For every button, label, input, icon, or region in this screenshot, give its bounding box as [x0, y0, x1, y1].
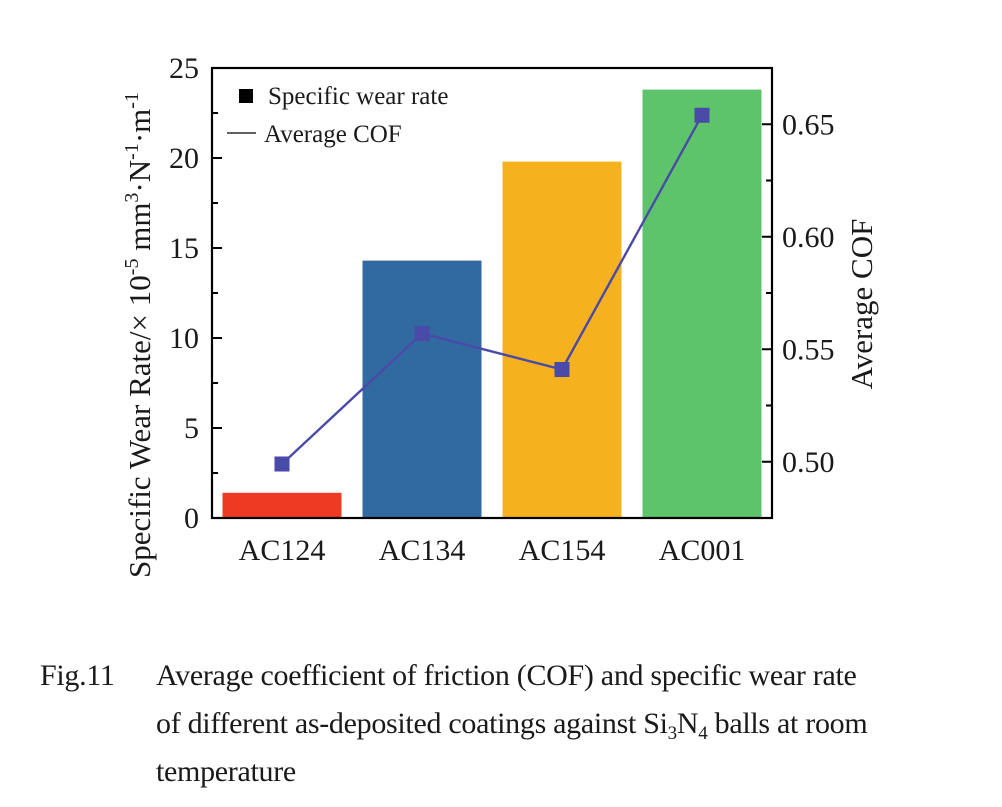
x-tick-label: AC001	[659, 534, 746, 567]
left-axis: 0 5 10 15 20 25	[169, 52, 222, 535]
x-tick-label: AC154	[519, 534, 606, 567]
bars-group	[222, 89, 762, 518]
legend-square-icon	[239, 89, 253, 103]
caption-text: Average coefficient of friction (COF) an…	[156, 652, 1002, 796]
caption-line-3: temperature	[156, 755, 296, 788]
subscript: 3	[667, 723, 678, 744]
legend-label-cof: Average COF	[264, 121, 402, 148]
bar-ac134	[362, 260, 482, 518]
legend: Specific wear rate Average COF	[227, 83, 448, 148]
legend-label-wear-rate: Specific wear rate	[268, 83, 448, 110]
x-tick-label: AC124	[239, 534, 326, 567]
left-axis-title-unit: ·m	[122, 109, 157, 143]
bar-ac001	[642, 89, 762, 518]
x-axis: AC124 AC134 AC154 AC001	[239, 534, 746, 567]
caption-text-span: of different as-deposited coatings again…	[156, 707, 668, 740]
figure-label: Fig.11	[40, 659, 115, 692]
left-tick-label: 10	[169, 322, 199, 355]
right-tick-label: 0.55	[782, 333, 835, 366]
left-axis-title-main: Specific Wear Rate/× 10	[122, 275, 157, 578]
left-tick-label: 25	[169, 52, 199, 85]
right-tick-label: 0.60	[782, 221, 835, 254]
caption-line-1: Average coefficient of friction (COF) an…	[156, 659, 857, 692]
cof-marker-ac154	[554, 362, 570, 377]
bar-ac154	[502, 161, 622, 518]
cof-marker-ac124	[274, 456, 290, 472]
left-axis-title-unit: ·N	[122, 160, 157, 193]
caption-text-span: N	[676, 707, 699, 740]
caption-line-2: of different as-deposited coatings again…	[156, 700, 1002, 748]
right-axis-title: Average COF	[844, 219, 879, 390]
left-tick-label: 15	[169, 232, 199, 265]
left-axis-title-unit: mm	[122, 203, 157, 259]
cof-marker-ac134	[414, 326, 430, 341]
cof-marker-ac001	[694, 107, 710, 123]
x-tick-label: AC134	[379, 534, 466, 567]
cof-line	[281, 114, 704, 465]
left-tick-label: 5	[184, 412, 199, 445]
cof-line-group	[274, 107, 710, 472]
right-axis: 0.50 0.55 0.60 0.65	[762, 108, 835, 519]
left-axis-title: Specific Wear Rate/× 10-5 mm3·N-1·m-1	[121, 92, 157, 578]
bar-ac124	[222, 492, 342, 518]
left-axis-title-exp: -5	[121, 259, 143, 276]
left-tick-label: 20	[169, 142, 199, 175]
subscript: 4	[698, 723, 708, 744]
right-tick-label: 0.65	[782, 108, 835, 141]
left-axis-title-exp: -1	[121, 92, 143, 109]
left-axis-title-exp: -1	[121, 143, 143, 160]
left-tick-label: 0	[184, 502, 199, 535]
caption-text-span: balls at room	[707, 707, 868, 740]
right-tick-label: 0.50	[782, 446, 835, 479]
left-axis-title-exp: 3	[121, 193, 143, 203]
